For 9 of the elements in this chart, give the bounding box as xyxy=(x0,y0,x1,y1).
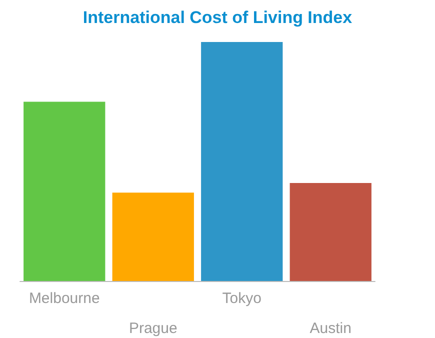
chart-title: International Cost of Living Index xyxy=(82,8,353,27)
bar xyxy=(24,102,106,281)
x-tick-label: Melbourne xyxy=(28,290,100,307)
bar xyxy=(290,183,372,281)
x-tick-label: Austin xyxy=(310,320,352,337)
x-tick-label: Prague xyxy=(128,320,178,337)
bar xyxy=(112,192,194,281)
x-tick-label: Tokyo xyxy=(222,290,262,307)
bar xyxy=(201,42,283,281)
